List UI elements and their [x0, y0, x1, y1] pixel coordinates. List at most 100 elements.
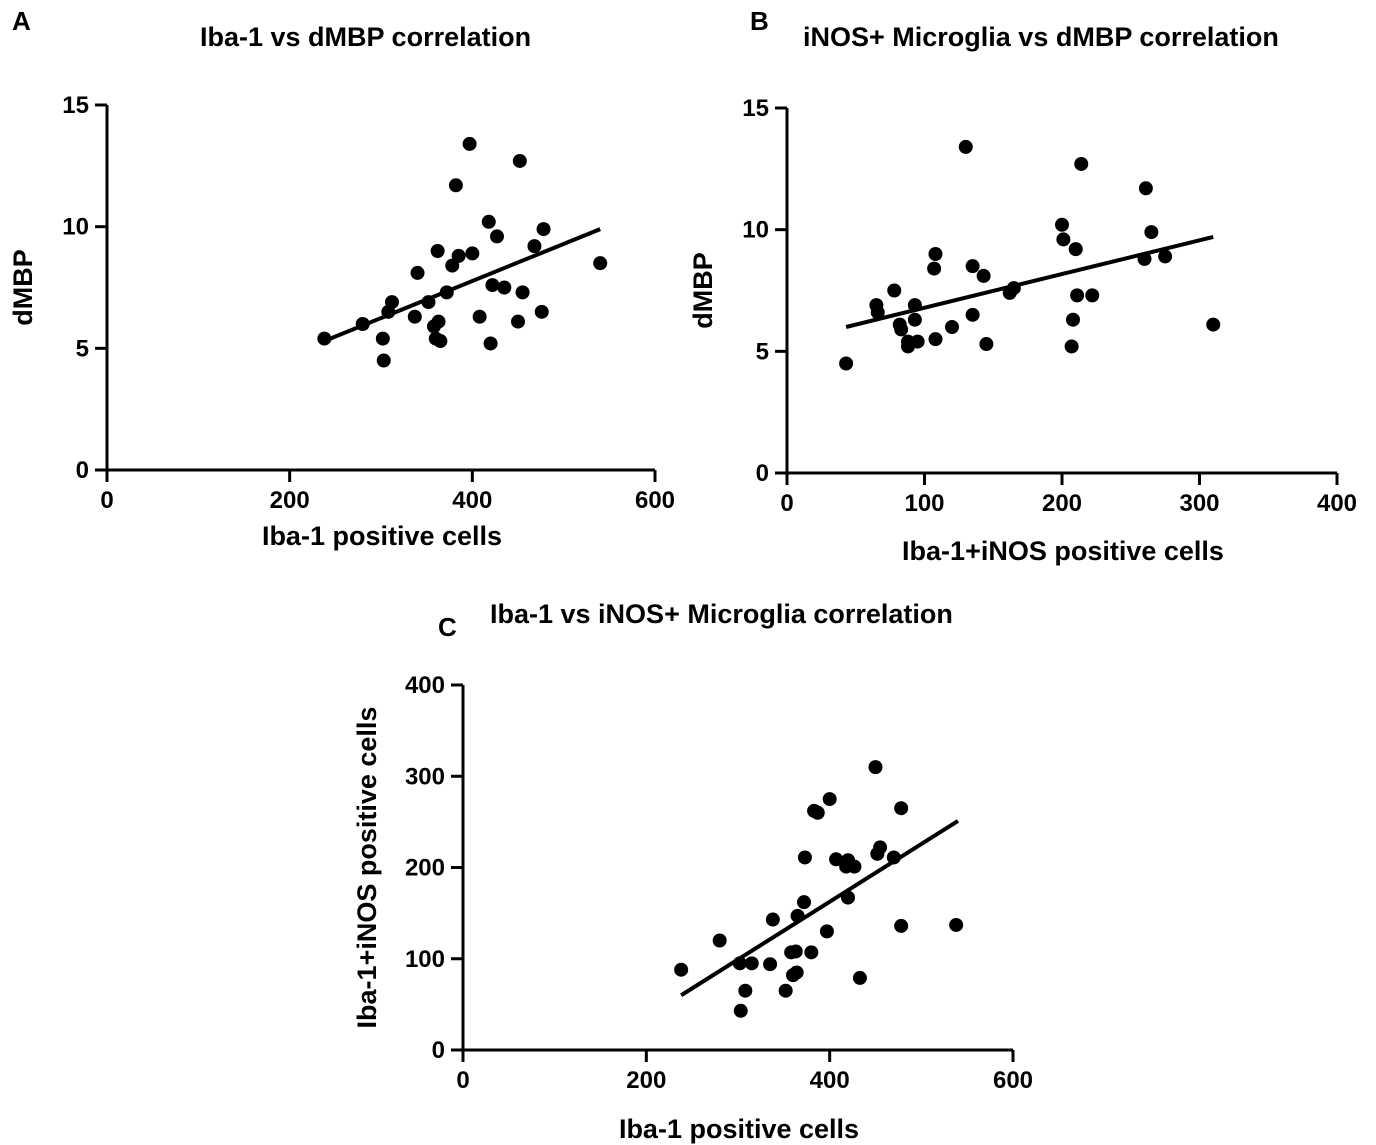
data-point [841, 890, 855, 905]
x-tick-label: 0 [100, 487, 113, 514]
data-point [949, 917, 964, 932]
data-point [1074, 156, 1089, 171]
data-point [958, 139, 973, 154]
data-point [965, 307, 980, 322]
data-point [439, 285, 454, 300]
data-point [483, 336, 498, 351]
data-point [1144, 225, 1159, 240]
y-tick-label: 200 [405, 855, 445, 882]
y-tick-label: 5 [76, 335, 89, 362]
data-point [448, 178, 463, 193]
data-point [472, 309, 487, 324]
data-point [976, 268, 991, 283]
regression-line [845, 235, 1214, 329]
data-point [485, 278, 500, 293]
x-tick-label: 200 [270, 487, 310, 514]
data-point [829, 852, 844, 867]
panel-b: B iNOS+ Microglia vs dMBP correlation 0 5… [688, 6, 1357, 566]
data-point [945, 320, 959, 334]
y-tick-label: 10 [62, 214, 89, 241]
data-point [593, 256, 608, 271]
data-point [527, 239, 542, 254]
data-point [847, 859, 862, 874]
data-point [839, 356, 854, 371]
data-point [744, 956, 759, 971]
data-point [712, 933, 727, 948]
data-point [928, 247, 943, 261]
data-point [822, 792, 837, 807]
data-point [894, 918, 909, 933]
x-tick-label: 300 [1179, 490, 1219, 517]
data-point [763, 957, 778, 972]
y-axis-label: dMBP [688, 252, 718, 329]
x-tick-label: 400 [1317, 490, 1357, 517]
data-point [804, 945, 819, 960]
data-point [1206, 317, 1221, 332]
y-tick-label: 10 [742, 217, 769, 244]
data-point [1055, 217, 1069, 232]
data-point [534, 304, 549, 319]
y-tick-label: 0 [432, 1037, 445, 1064]
data-point [1138, 181, 1153, 196]
data-point [886, 850, 901, 865]
x-tick-label: 100 [904, 490, 944, 517]
data-point [907, 298, 922, 313]
data-point [789, 965, 804, 980]
data-point [451, 248, 466, 263]
y-tick-label: 0 [756, 460, 769, 487]
data-point [376, 353, 391, 368]
data-point [410, 265, 425, 280]
data-point [515, 285, 530, 300]
data-point [512, 153, 527, 168]
x-tick-label: 200 [1042, 490, 1082, 517]
data-point [979, 337, 994, 352]
x-axis-label: Iba-1+iNOS positive cells [902, 536, 1224, 566]
data-point [870, 305, 885, 320]
data-point [421, 295, 436, 310]
data-point [790, 908, 805, 923]
panel-a: A Iba-1 vs dMBP correlation 0 5 10 15 0 200 40… [0, 0, 690, 580]
data-point [1085, 288, 1100, 303]
data-point [1068, 242, 1083, 257]
data-point [1066, 312, 1080, 327]
data-point [462, 136, 477, 151]
data-point [384, 295, 399, 310]
y-tick-label: 0 [76, 457, 89, 484]
y-tick-label: 15 [62, 92, 89, 119]
data-point [910, 334, 925, 349]
data-point [1064, 339, 1079, 354]
data-point [497, 280, 512, 295]
data-point [733, 1003, 748, 1018]
data-point [355, 317, 370, 331]
regression-line [323, 227, 601, 343]
data-point [1158, 249, 1173, 264]
x-axis-label: Iba-1 positive cells [262, 521, 502, 551]
data-point [433, 334, 448, 349]
data-point [907, 312, 922, 327]
data-point [810, 805, 825, 820]
y-axis-label: Iba-1+iNOS positive cells [352, 707, 382, 1029]
data-point [797, 850, 812, 865]
data-point [788, 944, 803, 959]
data-point [868, 760, 883, 775]
data-point [765, 912, 780, 927]
x-tick-label: 0 [780, 490, 793, 517]
data-point [852, 970, 867, 985]
x-axis-label: Iba-1 positive cells [619, 1114, 859, 1144]
data-point [797, 895, 811, 910]
data-point [1056, 232, 1071, 247]
scatter-chart-b: 0 5 10 15 0 100 200 300 400 Iba-1+iNOS positive c… [688, 95, 1357, 566]
data-point [887, 283, 902, 298]
scatter-chart-a: 0 5 10 15 0 200 400 600 Iba-1 positive cells dMBP [8, 92, 675, 551]
data-point [819, 924, 834, 939]
x-tick-label: 600 [993, 1067, 1033, 1094]
x-tick-label: 400 [452, 487, 492, 514]
data-point [1006, 281, 1021, 296]
y-tick-label: 100 [405, 946, 445, 973]
data-point [927, 261, 942, 276]
chart-title-b: iNOS+ Microglia vs dMBP correlation [803, 22, 1279, 52]
y-tick-label: 300 [405, 763, 445, 790]
chart-title-a: Iba-1 vs dMBP correlation [200, 22, 532, 52]
x-tick-label: 0 [456, 1067, 469, 1094]
